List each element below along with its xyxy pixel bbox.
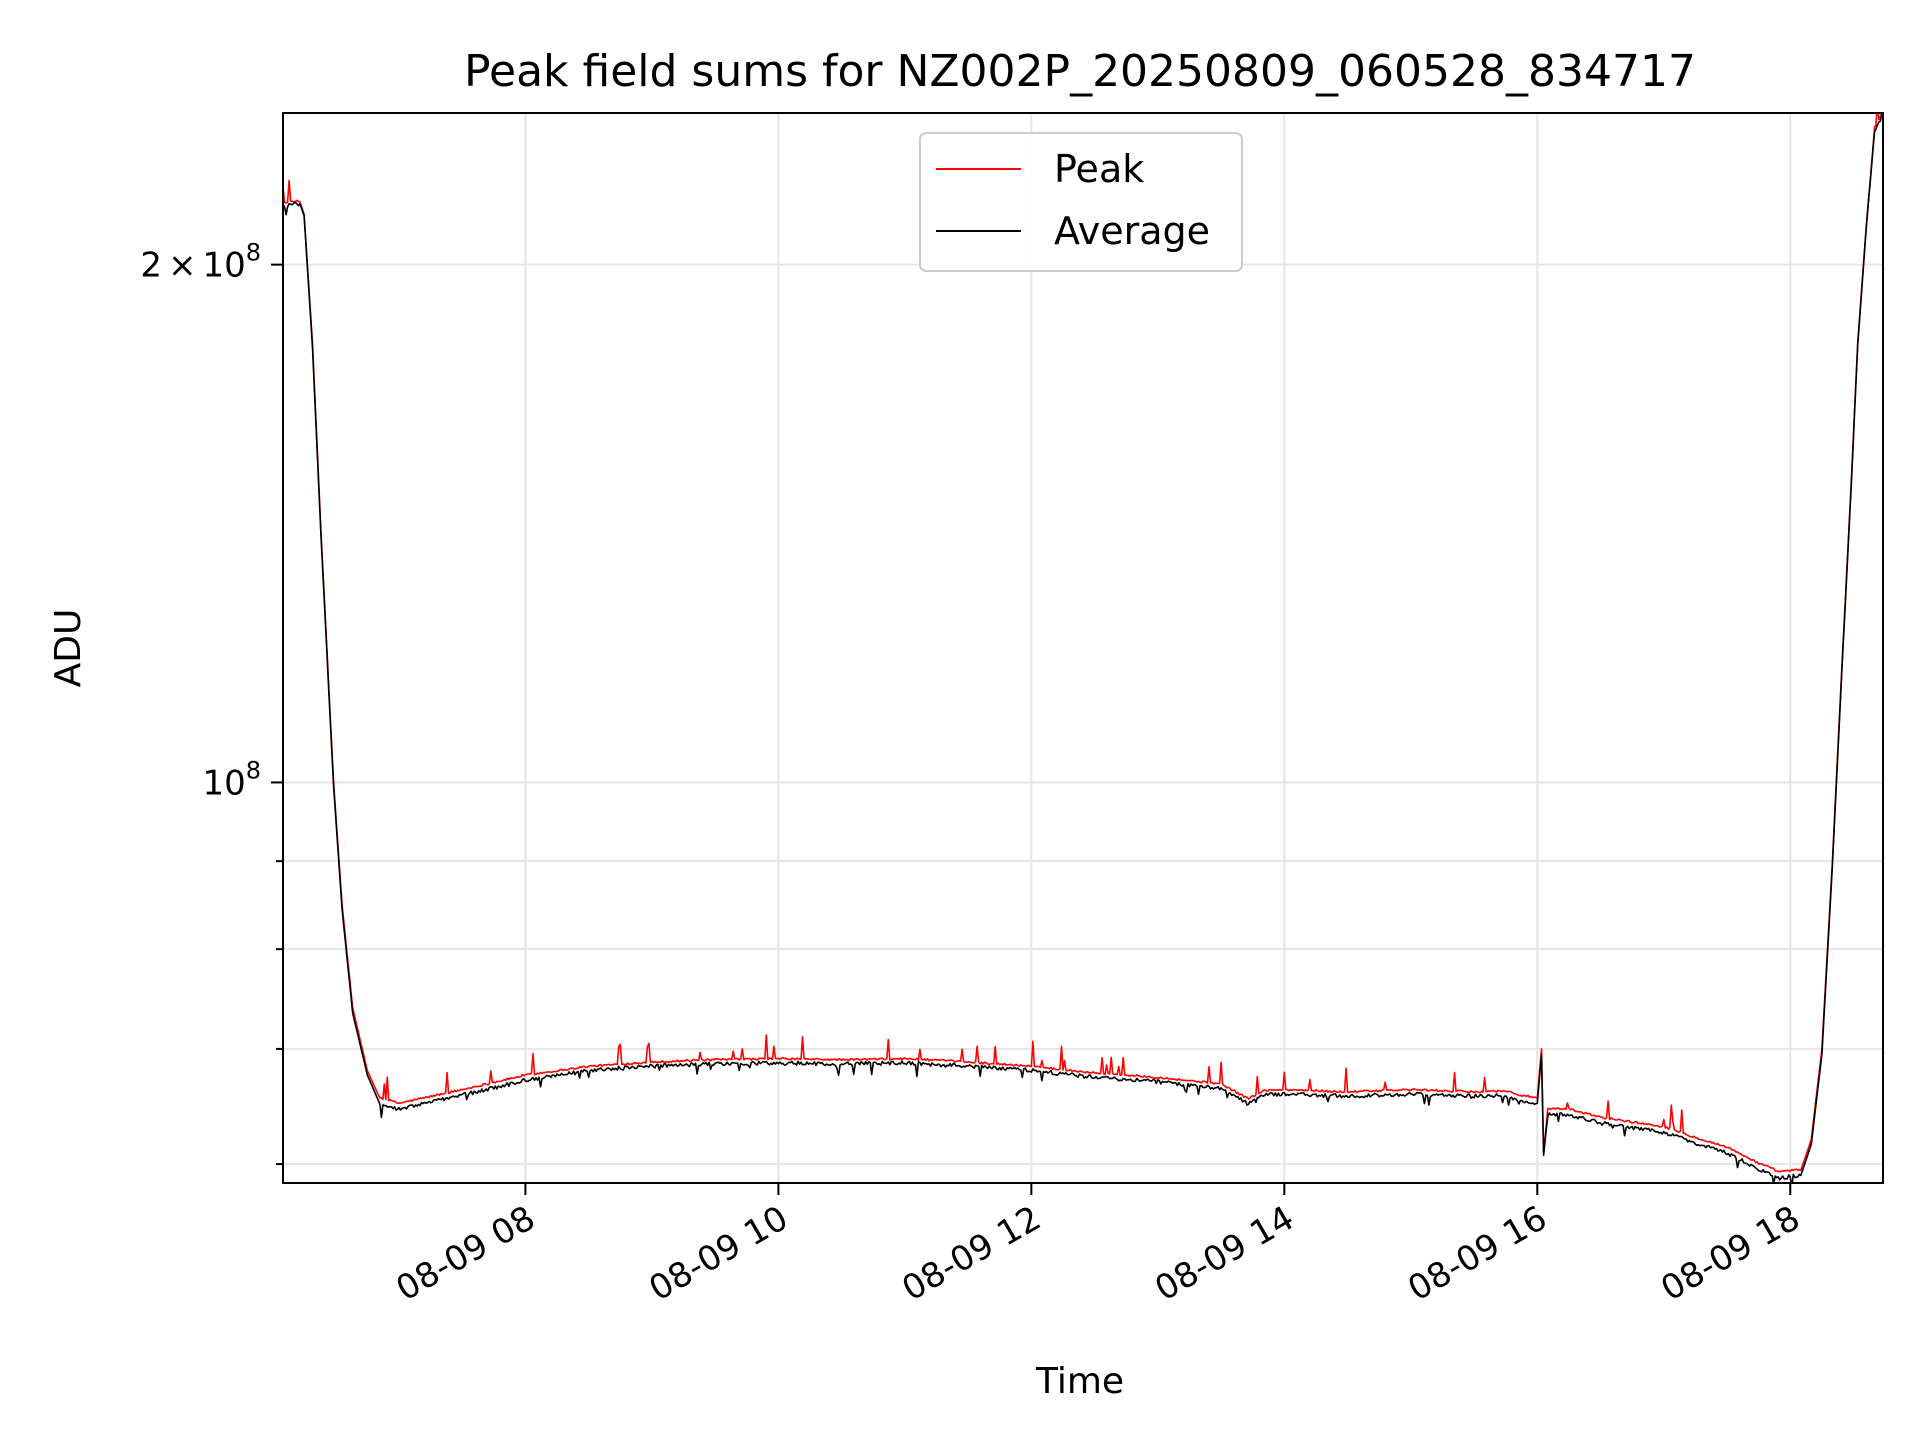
series-layer xyxy=(283,113,1883,1183)
y-tick-exponent: 8 xyxy=(246,239,261,267)
y-tick-times: × xyxy=(168,246,197,286)
y-tick-label: 2 × 108 xyxy=(140,239,261,286)
plot-frame xyxy=(282,112,1884,1184)
y-tick-coef: 2 xyxy=(140,246,162,286)
series-line-peak xyxy=(283,113,1883,1173)
y-tick-base: 10 xyxy=(202,246,245,286)
legend-label-average: Average xyxy=(1054,209,1210,253)
y-tick-exponent: 8 xyxy=(246,756,261,784)
chart-title: Peak field sums for NZ002P_20250809_0605… xyxy=(464,46,1696,97)
x-axis-label: Time xyxy=(1035,1361,1124,1402)
y-axis-label: ADU xyxy=(48,609,89,688)
y-tick-base: 10 xyxy=(202,763,245,803)
legend-label-peak: Peak xyxy=(1054,147,1144,191)
legend: Peak Average xyxy=(919,132,1243,272)
grid xyxy=(283,113,1883,1183)
y-tick-label: 108 xyxy=(202,756,261,803)
series-line-average xyxy=(283,113,1883,1183)
legend-box xyxy=(919,132,1243,272)
